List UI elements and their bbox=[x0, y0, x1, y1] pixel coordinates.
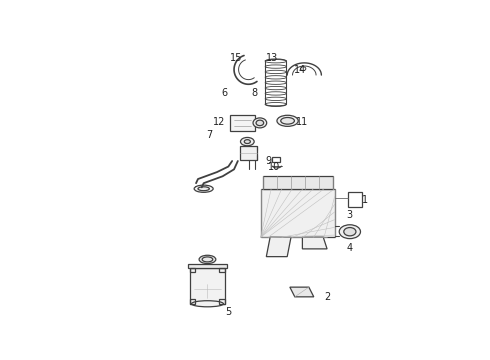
Text: 12: 12 bbox=[213, 117, 225, 127]
Ellipse shape bbox=[198, 187, 209, 191]
Polygon shape bbox=[302, 237, 327, 249]
Text: 8: 8 bbox=[252, 88, 258, 98]
Text: 1: 1 bbox=[362, 195, 368, 205]
Ellipse shape bbox=[253, 118, 267, 128]
Bar bbox=[230, 115, 255, 131]
Ellipse shape bbox=[277, 115, 298, 126]
Bar bbox=[272, 157, 280, 162]
Text: 7: 7 bbox=[206, 130, 213, 140]
Ellipse shape bbox=[344, 228, 356, 236]
Polygon shape bbox=[267, 237, 291, 257]
Bar bbox=[190, 268, 224, 304]
Ellipse shape bbox=[192, 301, 223, 307]
Bar bbox=[263, 176, 333, 189]
Text: 13: 13 bbox=[266, 53, 278, 63]
Ellipse shape bbox=[256, 120, 264, 126]
Text: 11: 11 bbox=[296, 117, 309, 127]
Text: 4: 4 bbox=[347, 243, 353, 253]
Text: 3: 3 bbox=[347, 210, 353, 220]
Bar bbox=[261, 189, 335, 237]
Bar bbox=[190, 268, 196, 272]
Polygon shape bbox=[290, 287, 314, 297]
Ellipse shape bbox=[281, 117, 294, 124]
Text: 5: 5 bbox=[225, 307, 231, 317]
Bar bbox=[190, 300, 196, 304]
Ellipse shape bbox=[199, 255, 216, 264]
Bar bbox=[220, 300, 224, 304]
Text: 10: 10 bbox=[268, 162, 280, 172]
Bar bbox=[240, 146, 257, 159]
Text: 6: 6 bbox=[221, 88, 227, 98]
Bar bbox=[188, 264, 227, 268]
Ellipse shape bbox=[241, 138, 254, 146]
Ellipse shape bbox=[339, 225, 361, 239]
Text: 9: 9 bbox=[265, 156, 271, 166]
Text: 2: 2 bbox=[324, 292, 330, 302]
Bar bbox=[348, 192, 363, 207]
Ellipse shape bbox=[194, 185, 213, 192]
Text: 14: 14 bbox=[294, 64, 307, 75]
Ellipse shape bbox=[245, 140, 250, 144]
Text: 15: 15 bbox=[230, 53, 242, 63]
Bar bbox=[220, 268, 224, 272]
